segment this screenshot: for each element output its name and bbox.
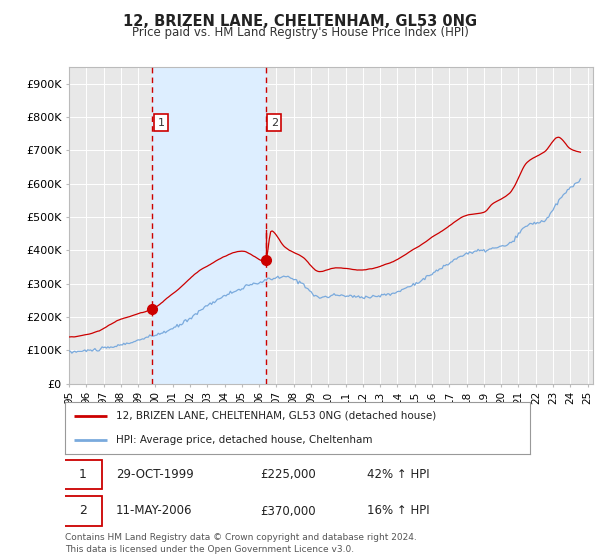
Text: 2: 2	[271, 118, 278, 128]
Text: 12, BRIZEN LANE, CHELTENHAM, GL53 0NG: 12, BRIZEN LANE, CHELTENHAM, GL53 0NG	[123, 14, 477, 29]
Text: 11-MAY-2006: 11-MAY-2006	[116, 505, 193, 517]
Text: 1: 1	[158, 118, 164, 128]
Text: 42% ↑ HPI: 42% ↑ HPI	[367, 468, 430, 481]
Text: £225,000: £225,000	[260, 468, 316, 481]
FancyBboxPatch shape	[64, 460, 102, 489]
Text: HPI: Average price, detached house, Cheltenham: HPI: Average price, detached house, Chel…	[116, 435, 373, 445]
Text: 2: 2	[79, 505, 87, 517]
Text: 12, BRIZEN LANE, CHELTENHAM, GL53 0NG (detached house): 12, BRIZEN LANE, CHELTENHAM, GL53 0NG (d…	[116, 411, 436, 421]
Text: 29-OCT-1999: 29-OCT-1999	[116, 468, 194, 481]
Text: Price paid vs. HM Land Registry's House Price Index (HPI): Price paid vs. HM Land Registry's House …	[131, 26, 469, 39]
Text: 1: 1	[79, 468, 87, 481]
Bar	[152, 67, 266, 384]
Text: Contains HM Land Registry data © Crown copyright and database right 2024.
This d: Contains HM Land Registry data © Crown c…	[65, 533, 416, 554]
FancyBboxPatch shape	[64, 496, 102, 525]
Text: £370,000: £370,000	[260, 505, 316, 517]
Text: 16% ↑ HPI: 16% ↑ HPI	[367, 505, 430, 517]
